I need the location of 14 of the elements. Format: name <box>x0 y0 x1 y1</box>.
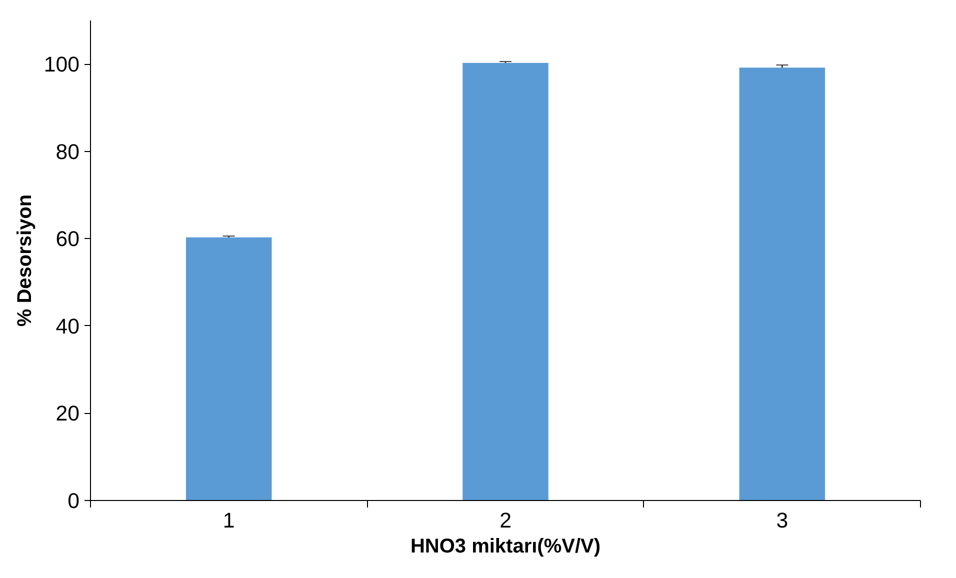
y-tick-label: 20 <box>56 402 80 426</box>
x-tick-label: 3 <box>776 508 788 532</box>
x-tick-label: 2 <box>500 508 512 532</box>
y-tick-label: 80 <box>56 140 80 164</box>
bar <box>462 62 548 500</box>
bar <box>739 68 826 500</box>
x-axis-title: HNO3 miktarı(%V/V) <box>410 536 601 558</box>
x-tick-label: 1 <box>222 508 235 532</box>
y-tick-label: 40 <box>56 314 80 338</box>
y-tick-label: 60 <box>56 227 80 252</box>
bar <box>186 237 272 500</box>
y-tick-label: 100 <box>44 52 80 77</box>
y-tick-label: 0 <box>68 489 80 513</box>
y-axis-title: % Desorsiyon <box>14 194 36 327</box>
